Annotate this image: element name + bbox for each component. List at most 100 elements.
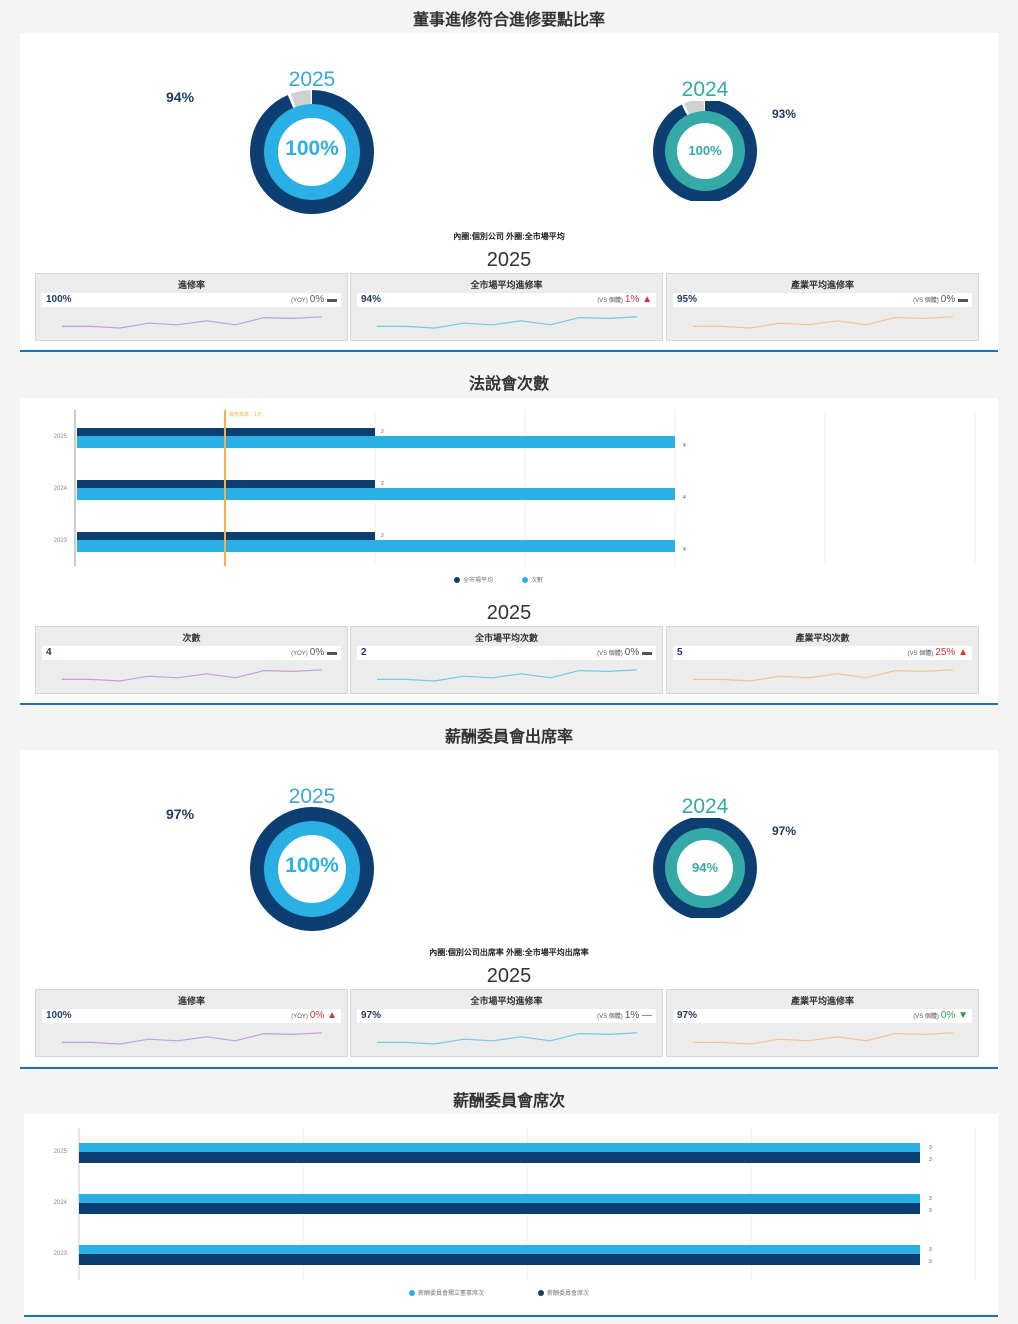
legend-dot-independent-seats (409, 1290, 415, 1296)
bar-count (77, 540, 675, 552)
section3-year: 2025 (486, 965, 532, 987)
bar-value-label: 3 (929, 1196, 932, 1202)
sparkline (62, 1032, 323, 1045)
card-cmp-label: (VS 個體) (597, 1014, 623, 1020)
bar-committee-seats (79, 1203, 920, 1214)
bar-committee-seats (79, 1254, 920, 1265)
section2-card-industry: 產業平均次數 5 (VS 個體) 25% ▲ (666, 626, 979, 694)
flat-icon: ▬ (327, 647, 337, 658)
y-tick-label: 2023 (54, 1251, 68, 1257)
card-title: 進修率 (177, 996, 205, 1006)
donut3-left-year: 2025 (288, 785, 336, 808)
flat-icon: ▬ (958, 294, 968, 305)
sparkline (693, 669, 954, 682)
donut3-left (250, 807, 374, 931)
y-tick-label: 2025 (54, 1149, 68, 1155)
bar-count (77, 488, 675, 500)
bar-independent-seats (79, 1245, 920, 1254)
sparkline (693, 316, 954, 329)
section1-card-industry: 產業平均進修率 95% (VS 個體) 0% ▬ (666, 273, 979, 341)
card-value: 2 (361, 647, 367, 658)
section3-separator (20, 1067, 998, 1069)
donut3-right-year: 2024 (681, 795, 729, 818)
card-cmp-label: (YOY) (291, 1014, 308, 1020)
bar-value-label: 3 (929, 1145, 932, 1151)
card-cmp-label: (VS 個體) (907, 651, 934, 657)
section3-title: 薪酬委員會出席率 (444, 729, 573, 746)
section1-card-rate: 進修率 100% (YOY) 0% ▬ (35, 273, 348, 341)
bar-value-label: 2 (381, 533, 384, 539)
bar-value-label: 4 (683, 547, 686, 553)
donut1-left-inner-pct: 100% (285, 137, 339, 160)
card-cmp-value: 1% (624, 1010, 640, 1021)
donut3-right-outer-pct: 97% (772, 824, 797, 838)
bar-independent-seats (79, 1194, 920, 1203)
y-tick-label: 2023 (54, 538, 68, 544)
committee-seats-chart: 2025 3 3 2024 3 3 2023 3 3 薪酬委員會獨立董事席次 薪酬委員會席次 (54, 1128, 976, 1297)
card-cmp-value: 0% (309, 1010, 325, 1021)
donut1-left (250, 90, 374, 214)
y-tick-label: 2025 (54, 434, 68, 440)
sparkline (377, 316, 638, 329)
section2-year: 2025 (486, 602, 532, 624)
donut1-right-inner-ring (665, 111, 745, 191)
donut3-right-inner-ring (665, 828, 745, 908)
section3-card-rate: 進修率 100% (YOY) 0% ▲ (35, 989, 348, 1057)
section2-card-market: 全市場平均次數 2 (VS 個體) 0% ▬ (350, 626, 663, 694)
section3-card-industry: 產業平均進修率 97% (VS 個體) 0% ▼ (666, 989, 979, 1057)
card-title: 全市場平均進修率 (470, 996, 543, 1006)
card-title: 進修率 (177, 280, 205, 290)
dash-icon: — (642, 1010, 652, 1021)
sparkline (62, 316, 323, 329)
card-cmp-label: (VS 個體) (913, 1014, 939, 1020)
donut3-right-outer-ring (653, 818, 757, 918)
section1-separator (20, 350, 998, 352)
section1-title: 董事進修符合進修要點比率 (412, 12, 605, 29)
bar-value-label: 4 (683, 495, 686, 501)
donut1-right-outer-remainder (684, 101, 705, 119)
bar-value-label: 3 (929, 1157, 932, 1163)
up-triangle-icon: ▲ (327, 1010, 337, 1021)
sparkline (377, 669, 638, 682)
card-title: 次數 (182, 633, 201, 643)
legend-dot-committee-seats (538, 1290, 544, 1296)
section1-year: 2025 (486, 249, 532, 271)
donut3-left-inner-ring (264, 821, 360, 917)
section2-title: 法說會次數 (468, 376, 549, 393)
up-triangle-icon: ▲ (642, 294, 652, 305)
y-tick-label: 2024 (54, 1200, 68, 1206)
bar-independent-seats (79, 1143, 920, 1152)
donut3-right (653, 818, 757, 918)
donut1-left-inner-ring (264, 104, 360, 200)
donut3-left-outer-pct: 97% (166, 806, 195, 822)
section1-card-market: 全市場平均進修率 94% (VS 個體) 1% ▲ (350, 273, 663, 341)
donut3-left-outer-ring (250, 807, 374, 931)
bar-value-label: 2 (381, 429, 384, 435)
card-cmp-value: 0% (309, 294, 325, 305)
card-cmp-value: 0% (309, 647, 325, 658)
card-title: 產業平均次數 (795, 633, 850, 643)
donut3-right-inner-pct: 94% (691, 860, 719, 875)
bar-count (77, 436, 675, 448)
section4-title: 薪酬委員會席次 (452, 1093, 565, 1110)
card-value: 94% (361, 294, 382, 305)
card-cmp-label: (YOY) (291, 651, 308, 657)
sparkline (693, 1032, 954, 1045)
flat-icon: ▬ (642, 647, 652, 658)
donut1-right (653, 101, 757, 201)
card-value: 95% (677, 294, 698, 305)
reference-line-label: 最低標準：1次 (229, 411, 262, 418)
card-title: 全市場平均次數 (474, 633, 538, 643)
card-cmp-label: (YOY) (291, 298, 308, 304)
legend-label: 全市場平均 (463, 576, 493, 584)
sparkline (377, 1032, 638, 1045)
donut1-right-outer-pct: 93% (772, 107, 797, 121)
sparkline (62, 669, 323, 682)
card-value: 4 (46, 647, 52, 658)
section4-separator (24, 1315, 998, 1317)
card-cmp-label: (VS 個體) (913, 298, 939, 304)
legend-label: 薪酬委員會獨立董事席次 (418, 1289, 484, 1297)
donut1-left-outer-ring (250, 90, 374, 214)
bar-value-label: 4 (683, 443, 686, 449)
